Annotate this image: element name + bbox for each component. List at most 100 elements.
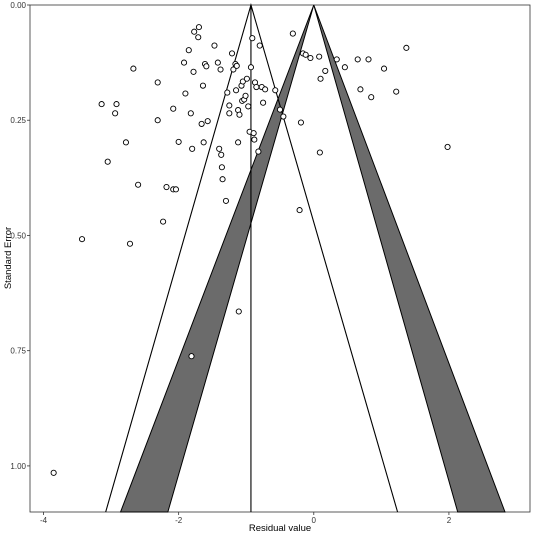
data-point xyxy=(235,139,242,146)
data-point xyxy=(365,56,372,63)
data-point xyxy=(122,139,129,146)
data-point xyxy=(307,54,314,62)
data-point xyxy=(249,35,256,42)
data-point xyxy=(280,113,287,120)
data-point xyxy=(243,75,250,82)
data-point xyxy=(368,94,375,101)
data-point xyxy=(113,101,120,108)
data-point xyxy=(233,87,240,94)
data-point xyxy=(228,50,236,57)
x-axis: -4 -2 0 2 xyxy=(40,512,452,525)
data-point xyxy=(203,63,210,70)
data-point xyxy=(214,59,221,66)
y-axis-title: Standard Error xyxy=(3,227,14,289)
data-point xyxy=(188,353,195,360)
data-point xyxy=(154,117,161,124)
data-point xyxy=(217,66,224,73)
data-point xyxy=(393,88,400,95)
funnel-regions xyxy=(105,3,506,513)
y-tick-label: 0.00 xyxy=(10,1,26,10)
data-point xyxy=(195,34,202,41)
data-point xyxy=(78,236,86,243)
data-point xyxy=(180,59,188,66)
data-point xyxy=(236,111,243,118)
data-point xyxy=(235,308,242,315)
data-point xyxy=(219,176,226,183)
data-point xyxy=(130,65,137,72)
funnel-band-right xyxy=(313,4,506,513)
data-point xyxy=(189,145,196,152)
data-point xyxy=(322,67,329,74)
data-point xyxy=(160,218,167,225)
plot-panel xyxy=(29,3,531,513)
data-point xyxy=(239,78,246,85)
data-point xyxy=(444,143,451,151)
data-point xyxy=(251,136,258,143)
y-tick-label: 0.75 xyxy=(10,347,26,356)
data-point xyxy=(297,119,305,126)
data-point xyxy=(224,89,231,96)
data-point xyxy=(104,158,111,165)
data-point xyxy=(255,148,262,155)
data-point xyxy=(354,56,361,63)
data-point xyxy=(242,92,249,99)
data-point xyxy=(226,102,233,109)
data-point xyxy=(172,186,179,193)
data-point xyxy=(135,181,142,188)
data-point xyxy=(126,240,134,247)
data-point xyxy=(185,47,192,54)
data-point xyxy=(200,139,207,146)
data-point xyxy=(403,44,410,51)
x-tick-label: -4 xyxy=(40,516,48,525)
data-point xyxy=(199,82,207,89)
data-point xyxy=(190,68,197,75)
data-point xyxy=(216,145,223,152)
data-point xyxy=(289,30,296,37)
data-point xyxy=(170,105,177,112)
x-tick-label: -2 xyxy=(175,516,183,525)
funnel-band-left xyxy=(119,4,315,513)
y-axis: 0.00 0.25 0.50 0.75 1.00 xyxy=(10,1,30,471)
data-point xyxy=(191,28,198,35)
data-point xyxy=(226,110,233,117)
data-point xyxy=(204,118,211,125)
x-axis-title: Residual value xyxy=(249,523,311,534)
data-point xyxy=(296,207,303,214)
data-point xyxy=(222,197,229,204)
data-point xyxy=(256,42,263,49)
data-point xyxy=(262,86,269,93)
data-point xyxy=(211,42,218,49)
data-point xyxy=(380,65,388,72)
data-point xyxy=(250,130,257,137)
data-point xyxy=(198,120,205,127)
y-tick-label: 1.00 xyxy=(10,462,26,471)
data-point xyxy=(260,99,267,106)
data-point xyxy=(247,64,254,71)
data-point xyxy=(154,79,161,86)
data-point xyxy=(272,87,279,94)
data-points xyxy=(50,24,451,476)
data-point xyxy=(187,110,194,117)
data-point xyxy=(112,110,119,117)
data-point xyxy=(50,469,57,476)
data-point xyxy=(218,164,225,171)
data-point xyxy=(175,138,182,145)
y-tick-label: 0.25 xyxy=(10,116,26,125)
data-point xyxy=(316,149,323,156)
data-point xyxy=(233,62,240,69)
data-point xyxy=(182,90,189,97)
data-point xyxy=(253,83,260,91)
data-point xyxy=(333,56,340,63)
y-tick-label: 0.50 xyxy=(10,231,26,240)
data-point xyxy=(230,66,237,73)
data-point xyxy=(316,53,323,60)
data-point xyxy=(98,101,105,108)
data-point xyxy=(341,64,348,71)
x-tick-label: 2 xyxy=(447,516,452,525)
data-point xyxy=(302,51,309,58)
data-point xyxy=(195,24,202,31)
data-point xyxy=(245,103,252,110)
data-point xyxy=(218,151,225,158)
x-tick-label: 0 xyxy=(312,516,317,525)
